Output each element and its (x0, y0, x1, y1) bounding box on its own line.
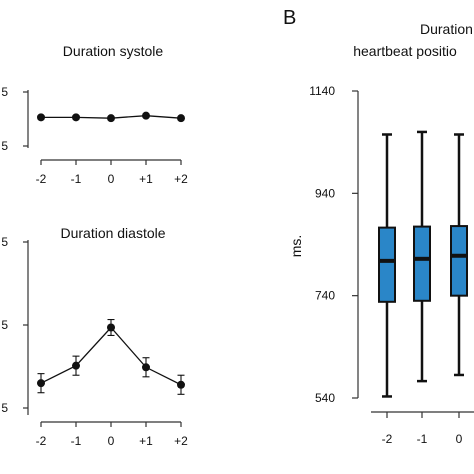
data-point (142, 363, 150, 372)
x-tick-label: +2 (174, 434, 188, 448)
y-tick-label: 740 (315, 289, 335, 303)
x-tick-label: +1 (139, 172, 153, 186)
data-point (142, 111, 150, 120)
x-tick-label: -1 (71, 172, 82, 186)
box-iqr (378, 226, 396, 303)
y-tick-label: 5 (1, 85, 8, 99)
y-tick-label: 940 (315, 186, 335, 200)
data-point (107, 323, 115, 332)
x-tick-label: 0 (456, 432, 463, 446)
y-tick-label: 1140 (309, 84, 335, 98)
chart-title: Duration systole (63, 43, 164, 59)
x-tick-label: +1 (139, 434, 153, 448)
chart-title-line2: heartbeat positio (353, 43, 457, 59)
data-point (72, 113, 80, 122)
data-point (37, 379, 45, 388)
chart-duration-diastole: Duration diastole 5 5 5 -2 -1 0 +1 +2 (1, 225, 188, 448)
y-tick-label: 5 (1, 401, 8, 415)
data-point (72, 361, 80, 370)
y-tick-label: 5 (1, 318, 8, 332)
chart-title-line1: Duration IB (420, 21, 474, 37)
data-point (37, 113, 45, 122)
x-tick-label: -2 (382, 432, 393, 446)
y-tick-label: 5 (1, 235, 8, 249)
x-tick-label: -1 (71, 434, 82, 448)
chart-duration-ibi: Duration IB heartbeat positio ms. 540 740… (288, 21, 474, 446)
box-iqr (413, 225, 431, 302)
y-tick-label: 5 (1, 139, 8, 153)
y-axis-label: ms. (288, 235, 304, 258)
y-tick-label: 540 (315, 391, 335, 405)
box-iqr (450, 225, 468, 297)
data-point (177, 380, 185, 389)
chart-duration-systole: Duration systole 5 5 -2 -1 0 +1 +2 (1, 43, 188, 186)
x-tick-label: -2 (36, 172, 47, 186)
data-point (177, 114, 185, 123)
x-tick-label: -2 (36, 434, 47, 448)
chart-title: Duration diastole (60, 225, 165, 241)
data-point (107, 114, 115, 123)
series-line (40, 326, 182, 386)
x-tick-label: 0 (108, 434, 115, 448)
x-tick-label: +2 (174, 172, 188, 186)
x-tick-label: -1 (417, 432, 428, 446)
panel-label-b: B (283, 7, 296, 29)
x-tick-label: 0 (108, 172, 115, 186)
